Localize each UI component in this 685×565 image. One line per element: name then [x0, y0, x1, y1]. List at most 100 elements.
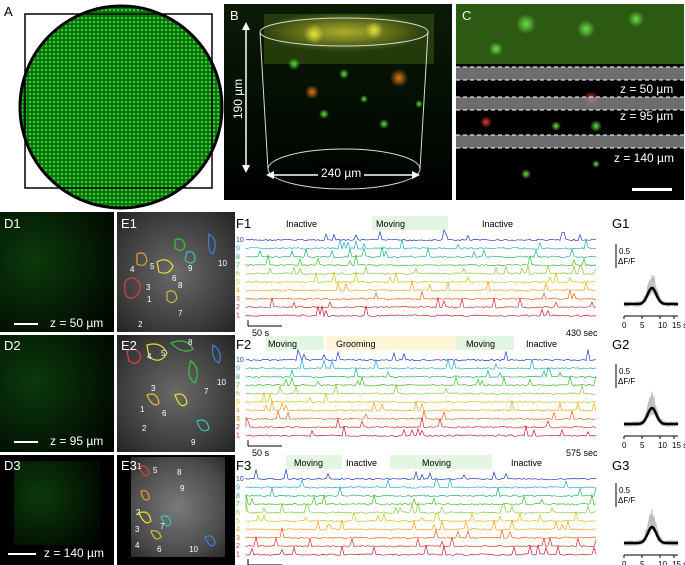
panel-e1-image	[117, 212, 235, 332]
panel-label-b: B	[230, 8, 239, 23]
g2-y-scale-unit: ΔF/F	[618, 377, 635, 386]
g3-y-scale-unit: ΔF/F	[618, 496, 635, 505]
panel-a-window	[18, 4, 224, 210]
side-view-depth-140: z = 140 µm	[614, 151, 674, 165]
f1-duration-label: 430 sec	[566, 328, 598, 338]
f3-trace-7	[245, 494, 597, 506]
panel-label-e1: E1	[121, 216, 137, 231]
panel-b-volume: B 190 µm 240 µm	[224, 4, 452, 200]
f3-state-band-1	[286, 455, 342, 469]
panel-b-volume-svg	[242, 12, 434, 190]
roi-label-e3-10: 10	[189, 545, 198, 554]
roi-label-e1-8: 8	[178, 281, 183, 290]
f2-duration-label: 575 sec	[566, 448, 598, 458]
roi-label-e2-8: 8	[188, 338, 193, 347]
f1-row-label-2: 2	[236, 304, 240, 311]
g3-x-tick-label-3: 15 s	[672, 560, 685, 565]
f1-trace-1	[245, 305, 597, 318]
roi-label-e3-8: 8	[177, 468, 182, 477]
roi-label-e3-5: 5	[153, 466, 158, 475]
panel-c-svg	[456, 4, 684, 179]
f2-trace-3	[245, 409, 597, 421]
d3-scale-bar	[8, 553, 36, 555]
g3-x-tick-label-2: 10	[658, 560, 667, 565]
f3-row-label-4: 4	[236, 526, 240, 533]
roi-label-e2-5: 5	[161, 349, 166, 358]
f2-row-label-3: 3	[236, 416, 240, 423]
roi-label-e1-9: 9	[188, 264, 193, 273]
panel-d3-image	[0, 455, 114, 565]
d2-depth: z = 95 µm	[50, 434, 104, 448]
volume-height-label: 190 µm	[231, 78, 245, 120]
f2-trace-7	[245, 375, 597, 387]
f2-row-label-6: 6	[236, 391, 240, 398]
roi-label-e1-7: 7	[178, 309, 183, 318]
g2-x-tick-label-0: 0	[622, 441, 627, 450]
e1-rois	[124, 233, 216, 304]
d2-scale-bar	[14, 441, 38, 443]
f3-row-label-8: 8	[236, 493, 240, 500]
f3-row-label-1: 1	[236, 552, 240, 559]
panel-label-a: A	[4, 4, 13, 19]
f3-trace-9	[245, 476, 597, 489]
d3-depth: z = 140 µm	[44, 546, 104, 560]
f2-row-label-7: 7	[236, 382, 240, 389]
f3-row-label-3: 3	[236, 535, 240, 542]
roi-label-e2-7: 7	[204, 387, 209, 396]
f1-state-label-3: Inactive	[482, 219, 513, 229]
f3-trace-4	[245, 519, 597, 531]
f3-trace-1	[245, 544, 597, 556]
imaging-field-box	[24, 13, 213, 189]
f2-trace-2	[245, 417, 597, 429]
f3-trace-5	[245, 511, 597, 523]
f1-scale-label: 50 s	[252, 328, 270, 338]
f3-row-label-6: 6	[236, 510, 240, 517]
f1-row-label-3: 3	[236, 296, 240, 303]
d1-depth: z = 50 µm	[50, 316, 104, 330]
panel-label-e3: E3	[121, 458, 137, 473]
f3-row-label-10: 10	[236, 476, 244, 483]
f1-row-label-9: 9	[236, 245, 240, 252]
g3-x-tick-label-1: 5	[640, 560, 645, 565]
panel-d2-image	[0, 335, 114, 452]
f3-row-label-7: 7	[236, 501, 240, 508]
roi-label-e1-10: 10	[218, 259, 227, 268]
f2-state-label-4: Inactive	[526, 339, 557, 349]
roi-label-e3-7: 7	[160, 522, 165, 531]
volume-width-label: 240 µm	[318, 166, 365, 180]
g1-x-tick-label-0: 0	[622, 321, 627, 330]
f2-trace-1	[245, 425, 597, 437]
panel-label-g2: G2	[612, 337, 630, 352]
roi-label-e2-1: 1	[140, 405, 145, 414]
roi-label-e3-6: 6	[157, 545, 162, 554]
panel-label-c: C	[462, 8, 472, 23]
f3-trace-3	[245, 527, 597, 540]
roi-label-e3-4: 4	[135, 541, 140, 550]
roi-label-e2-10: 10	[217, 378, 226, 387]
f2-trace-8	[245, 366, 597, 378]
f2-state-label-2: Grooming	[336, 339, 376, 349]
roi-label-e3-1: 1	[137, 462, 142, 471]
f2-trace-6	[245, 384, 596, 395]
f1-trace-2	[245, 297, 597, 309]
f2-state-band-2	[326, 336, 456, 350]
f3-trace-8	[245, 487, 597, 498]
f3-state-band-2	[390, 455, 492, 469]
f2-state-band-1	[266, 336, 324, 350]
f2-row-label-4: 4	[236, 407, 240, 414]
g1-x-tick-label-1: 5	[640, 321, 645, 330]
e2-rois	[126, 340, 221, 432]
f2-row-label-8: 8	[236, 374, 240, 381]
f3-row-label-5: 5	[236, 518, 240, 525]
roi-label-e3-3: 3	[135, 525, 140, 534]
f2-trace-5	[245, 392, 597, 404]
roi-label-e3-9: 9	[180, 484, 185, 493]
f2-row-label-9: 9	[236, 365, 240, 372]
panel-e3-image	[117, 455, 235, 565]
f2-row-label-5: 5	[236, 399, 240, 406]
f1-row-label-1: 1	[236, 313, 240, 320]
panel-label-f3: F3	[236, 458, 252, 473]
f1-row-label-5: 5	[236, 279, 240, 286]
roi-label-e1-4: 4	[130, 265, 135, 274]
